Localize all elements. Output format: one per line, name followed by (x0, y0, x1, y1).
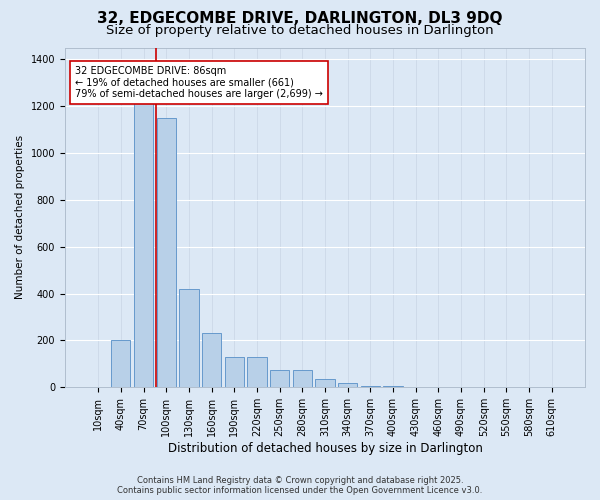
Bar (293, 370, 312, 388)
Bar (111, 340, 130, 388)
Y-axis label: Number of detached properties: Number of detached properties (15, 136, 25, 300)
Text: Size of property relative to detached houses in Darlington: Size of property relative to detached ho… (106, 24, 494, 37)
Bar (179, 289, 199, 388)
Bar (338, 382, 357, 388)
Bar (247, 357, 266, 388)
Bar (316, 379, 335, 388)
Bar (361, 386, 380, 388)
Text: Contains HM Land Registry data © Crown copyright and database right 2025.
Contai: Contains HM Land Registry data © Crown c… (118, 476, 482, 495)
Bar (157, 118, 176, 388)
Bar (270, 370, 289, 388)
Text: 32 EDGECOMBE DRIVE: 86sqm
← 19% of detached houses are smaller (661)
79% of semi: 32 EDGECOMBE DRIVE: 86sqm ← 19% of detac… (76, 66, 323, 100)
Bar (134, 71, 153, 388)
Text: 32, EDGECOMBE DRIVE, DARLINGTON, DL3 9DQ: 32, EDGECOMBE DRIVE, DARLINGTON, DL3 9DQ (97, 11, 503, 26)
Bar (202, 334, 221, 388)
Bar (383, 386, 403, 388)
Bar (224, 357, 244, 388)
X-axis label: Distribution of detached houses by size in Darlington: Distribution of detached houses by size … (167, 442, 482, 455)
